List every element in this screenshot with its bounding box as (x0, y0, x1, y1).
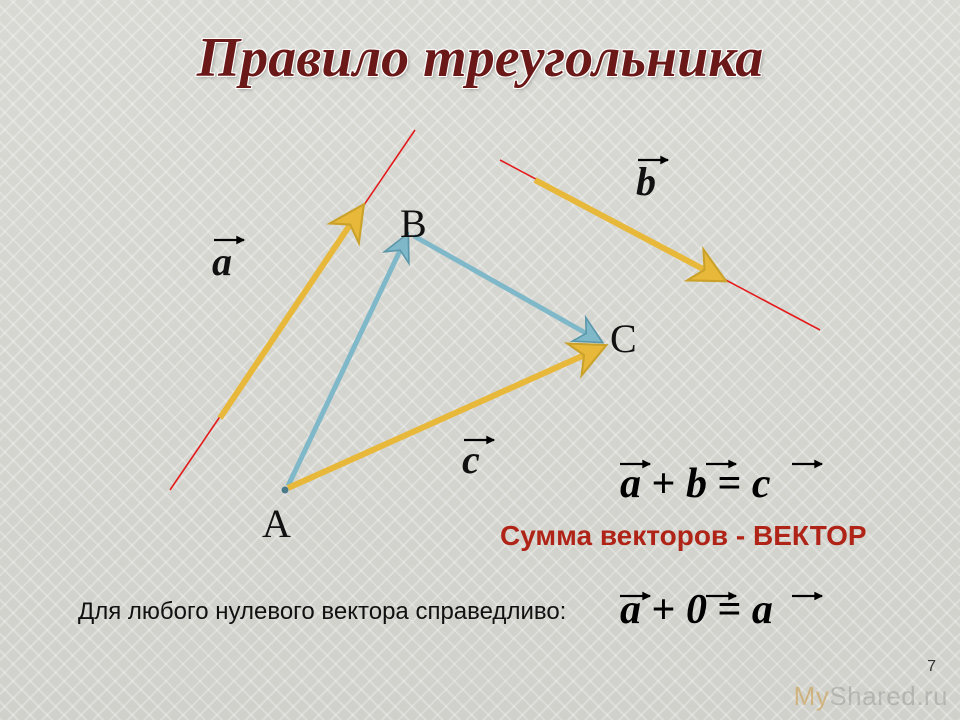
vector-a (220, 210, 360, 418)
vector-label-a: a (212, 238, 232, 285)
point-a-dot (282, 487, 289, 494)
eq2-0: 0 (686, 587, 707, 633)
vector-label-c: c (462, 436, 480, 483)
triangle-side-ab (288, 238, 406, 486)
triangle-side-bc (414, 236, 598, 340)
watermark: MyShared.ru (794, 681, 948, 712)
vector-c (288, 348, 600, 488)
eq2-a1: a (620, 587, 641, 633)
eq1-a: a (620, 461, 641, 507)
vertex-label-c: С (610, 315, 637, 362)
eq1-eq: = (717, 461, 751, 507)
vertex-label-a: А (262, 500, 291, 547)
eq2-a2: a (752, 587, 773, 633)
page-number: 7 (927, 658, 936, 676)
vertex-label-b: В (400, 200, 427, 247)
equation-zero: a + 0 = a (620, 586, 773, 634)
equation-sum: a + b = c (620, 460, 771, 508)
note-zero-vector: Для любого нулевого вектора справедливо: (78, 598, 566, 626)
eq1-c: c (752, 461, 771, 507)
watermark-prefix: My (794, 681, 830, 711)
eq2-eq: = (717, 587, 751, 633)
vector-b (535, 180, 720, 278)
slide-title: Правило треугольника (0, 26, 960, 90)
watermark-rest: Shared.ru (829, 681, 948, 711)
guide-line-b (500, 160, 820, 330)
eq1-plus: + (652, 461, 686, 507)
guide-line-a (170, 130, 415, 490)
eq2-plus: + (652, 587, 686, 633)
vector-label-b: b (636, 158, 656, 205)
eq1-b: b (686, 461, 707, 507)
note-sum-is-vector: Сумма векторов - ВЕКТОР (500, 520, 867, 552)
